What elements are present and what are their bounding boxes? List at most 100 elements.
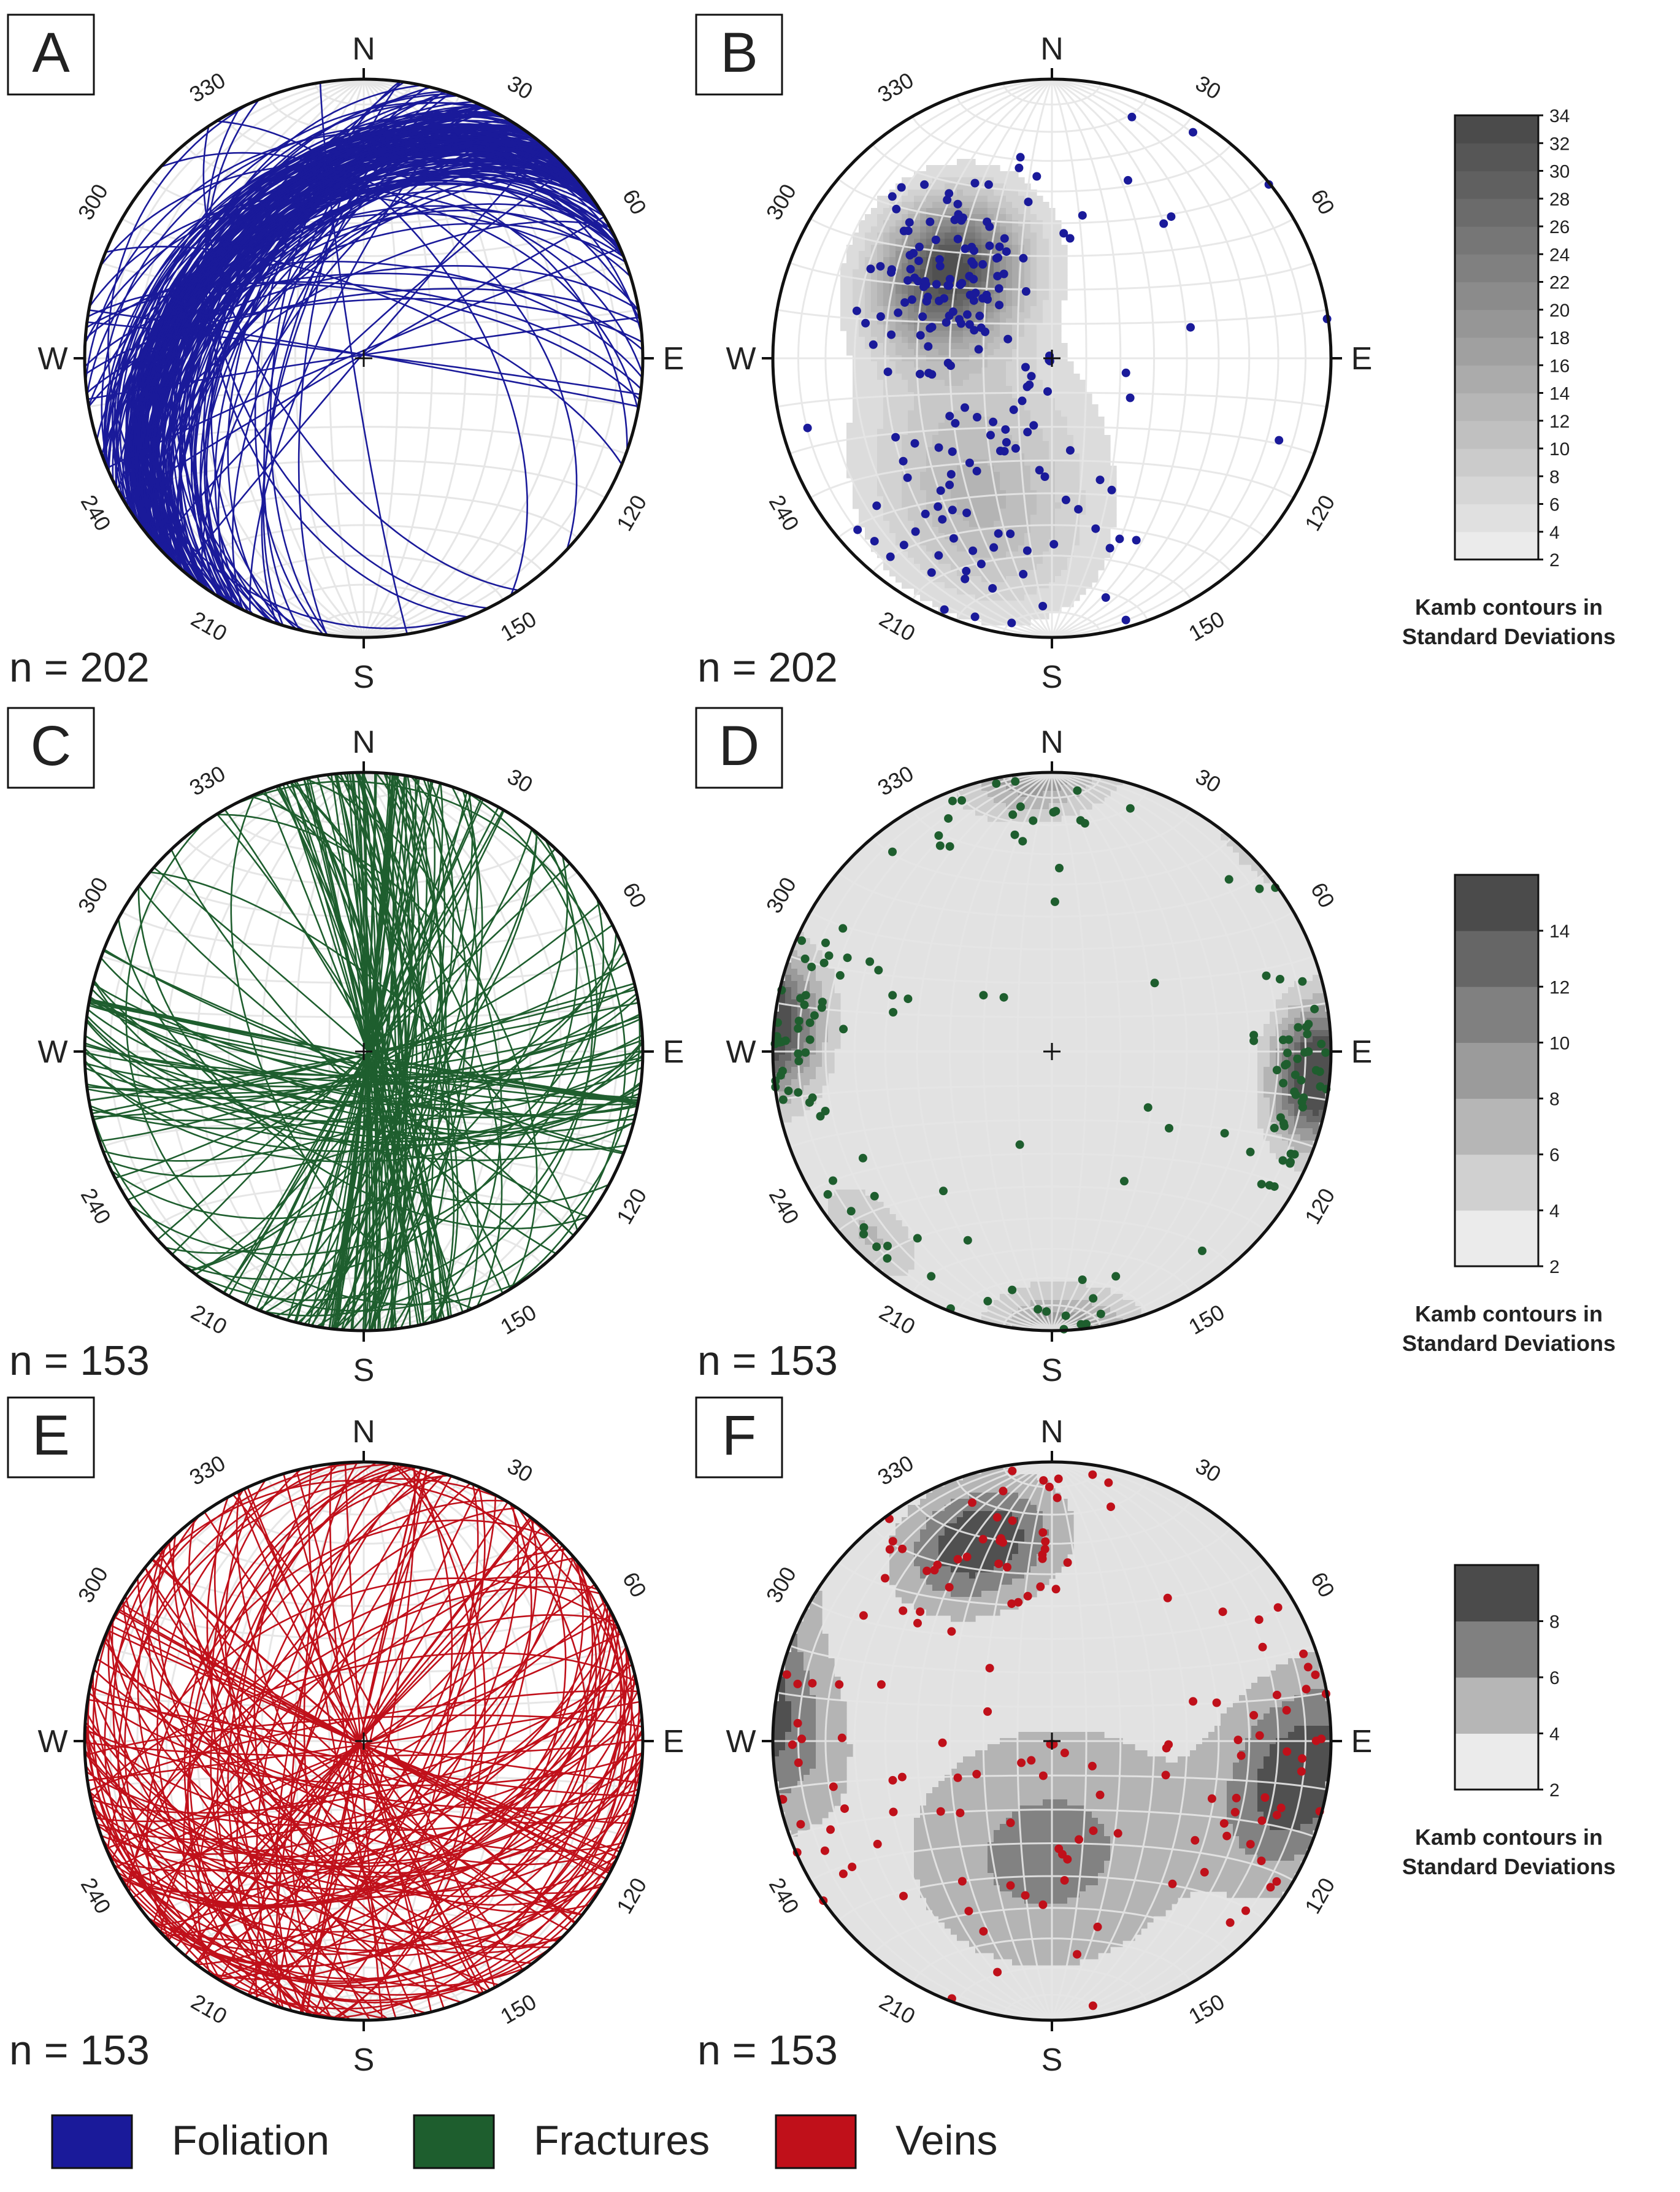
azimuth-label: 240: [76, 1184, 117, 1229]
contour-cell: [1104, 521, 1111, 528]
contour-cell: [988, 785, 994, 791]
great-circle: [164, 1544, 563, 1938]
contour-cell: [981, 803, 988, 810]
contour-cell: [957, 398, 964, 405]
contour-cell: [1018, 423, 1025, 429]
contour-cell: [994, 1312, 1000, 1319]
contour-cell: [804, 1091, 810, 1098]
pole-point: [903, 473, 912, 482]
contour-cell: [963, 1499, 970, 1506]
pole-point: [949, 534, 958, 543]
contour-cell: [981, 1511, 988, 1518]
contour-cell: [840, 1220, 847, 1227]
great-circle: [256, 1471, 436, 2012]
contour-cell: [963, 257, 970, 264]
pole-point: [973, 413, 981, 421]
contour-cell: [1104, 791, 1111, 798]
contour-cell: [914, 564, 921, 571]
contour-cell: [951, 441, 957, 448]
contour-cell: [1012, 539, 1019, 546]
contour-cell: [994, 1523, 1000, 1530]
contour-cell: [1061, 1294, 1068, 1301]
contour-cell: [1006, 183, 1013, 190]
contour-cell: [969, 312, 976, 319]
contour-cell: [834, 1024, 841, 1031]
contour-cell: [1288, 1128, 1295, 1135]
contour-cell: [1092, 410, 1099, 417]
contour-cell: [926, 533, 933, 540]
contour-cell: [1037, 607, 1043, 613]
contour-cell: [945, 515, 951, 521]
azimuth-label: 30: [1191, 764, 1225, 798]
contour-cell: [975, 484, 982, 491]
contour-cell: [981, 361, 988, 368]
contour-cell: [945, 435, 951, 442]
contour-cell: [981, 1493, 988, 1499]
contour-cell: [1000, 1523, 1007, 1530]
contour-cell: [902, 349, 908, 356]
contour-cell: [902, 521, 908, 528]
contour-cell: [981, 564, 988, 571]
contour-cell: [975, 552, 982, 558]
contour-cell: [1098, 533, 1105, 540]
contour-cell: [994, 1306, 1000, 1313]
contour-cell: [1030, 245, 1037, 252]
contour-cell: [963, 594, 970, 601]
contour-cell: [1073, 460, 1080, 466]
contour-cell: [883, 288, 890, 294]
contour-cell: [908, 410, 915, 417]
contour-cell: [1037, 791, 1043, 798]
pole-point: [971, 288, 980, 298]
contour-cell: [951, 183, 957, 190]
contour-cell: [994, 558, 1000, 564]
contour-cell: [896, 1245, 902, 1252]
contour-cell: [1043, 564, 1049, 571]
contour-cell: [1080, 539, 1086, 546]
contour-cell: [988, 515, 994, 521]
pole-point: [1150, 979, 1159, 988]
contour-cell: [994, 466, 1000, 472]
contour-cell: [1294, 1134, 1301, 1141]
contour-cell: [1006, 1505, 1013, 1512]
contour-cell: [1030, 545, 1037, 552]
contour-cell: [932, 509, 939, 515]
contour-cell: [902, 263, 908, 270]
contour-cell: [951, 367, 957, 374]
contour-cell: [840, 318, 847, 325]
contour-cell: [1061, 417, 1068, 423]
contour-cell: [1012, 177, 1019, 184]
contour-cell: [1104, 1318, 1111, 1325]
contour-cell: [889, 1220, 896, 1227]
contour-cell: [988, 325, 994, 331]
contour-cell: [1030, 552, 1037, 558]
contour-cell: [889, 447, 896, 454]
contour-cell: [988, 509, 994, 515]
contour-cell: [938, 1517, 945, 1524]
contour-cell: [945, 466, 951, 472]
contour-cell: [846, 343, 853, 350]
contour-cell: [902, 190, 908, 196]
contour-cell: [926, 404, 933, 411]
grid-small-circle: [777, 1085, 1327, 1101]
contour-cell: [975, 791, 982, 798]
contour-cell: [1092, 466, 1099, 472]
contour-cell: [877, 539, 884, 546]
cardinal-ticks: [762, 68, 1342, 648]
contour-cell: [975, 220, 982, 227]
contour-cell: [981, 472, 988, 479]
contour-cell: [951, 1523, 957, 1530]
contour-cell: [1288, 987, 1295, 994]
contour-cell: [1073, 380, 1080, 386]
pole-point: [1050, 897, 1059, 906]
azimuth-label: 120: [1300, 491, 1340, 536]
contour-cell: [1012, 1523, 1019, 1530]
pole-point: [957, 279, 967, 288]
great-circle: [164, 1546, 564, 1937]
contour-cell: [1006, 282, 1013, 288]
contour-cell: [1061, 441, 1068, 448]
contour-cell: [865, 404, 872, 411]
contour-cell: [902, 367, 908, 374]
contour-cell: [994, 441, 1000, 448]
contour-cell: [816, 1079, 823, 1086]
